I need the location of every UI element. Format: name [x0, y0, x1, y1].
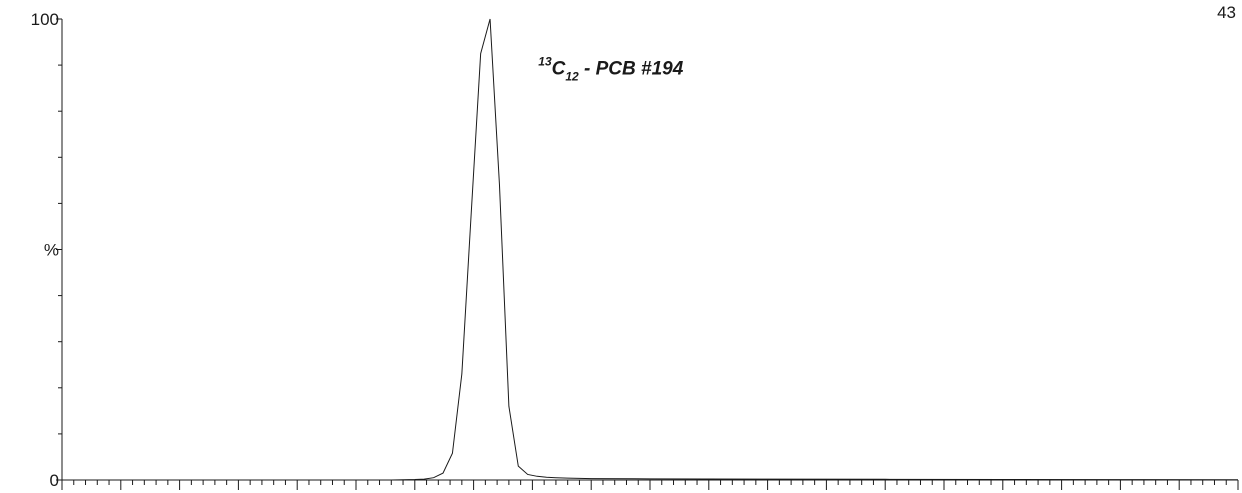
series-line	[62, 18, 1239, 481]
annotation-superscript: 13	[538, 54, 552, 68]
y-ticks	[56, 18, 62, 481]
y-tick-label: %	[44, 241, 59, 260]
annotation-base: C	[552, 58, 566, 79]
y-tick-label: 100	[31, 10, 59, 29]
x-ticks	[61, 480, 1239, 490]
annotation-rest: - PCB #194	[579, 58, 684, 79]
y-tick-label: 0	[50, 471, 59, 490]
peak-annotation: 13C12 - PCB #194	[538, 54, 683, 83]
y-tick-labels: 100% 0	[31, 10, 59, 490]
corner-label: 43	[1217, 3, 1236, 22]
annotation-subscript: 12	[565, 69, 579, 83]
